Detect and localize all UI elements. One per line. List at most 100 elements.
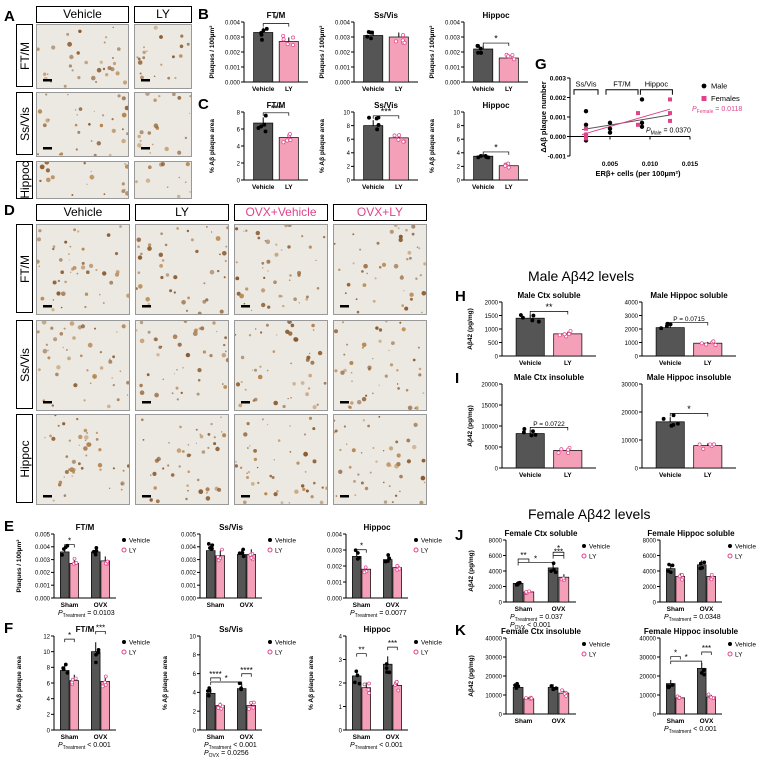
plaque-dot	[348, 465, 352, 469]
plaque-dot	[282, 404, 286, 409]
data-point	[401, 33, 405, 38]
data-point	[393, 39, 398, 44]
data-point	[72, 556, 77, 561]
y-tick-label: 30000	[485, 655, 502, 661]
data-point	[239, 687, 244, 692]
plaque-dot	[246, 476, 249, 479]
plaque-dot	[51, 308, 55, 312]
y-tick-label: 0.001	[35, 584, 51, 590]
y-tick-label: 0.004	[445, 20, 461, 26]
plaque-dot	[88, 123, 91, 126]
plaque-dot	[372, 392, 374, 395]
plaque-dot	[289, 425, 291, 427]
plaque-dot	[235, 464, 238, 468]
data-point	[476, 50, 481, 55]
data-point	[281, 33, 286, 38]
x-tick-label: Vehicle	[659, 360, 682, 367]
plaque-dot	[289, 274, 292, 277]
data-point	[287, 132, 292, 136]
plaque-dot	[361, 342, 367, 348]
plaque-dot	[409, 292, 414, 297]
legend-label-female: Females	[711, 94, 740, 103]
d-micrograph-1-2	[135, 224, 229, 315]
bar-vehicle-ovx	[383, 663, 393, 731]
scale-bar	[241, 305, 250, 308]
plaque-dot	[399, 474, 403, 479]
plaque-dot	[339, 448, 342, 452]
female-point	[668, 118, 672, 123]
plaque-dot	[219, 309, 224, 314]
plaque-dot	[121, 96, 126, 101]
plaque-dot	[112, 57, 114, 59]
plaque-dot	[86, 369, 89, 372]
plaque-dot	[63, 327, 66, 330]
y-tick-label: 0	[47, 728, 51, 734]
y-tick-label: 0	[193, 728, 197, 734]
chart-k-ctx: Female Ctx insoluble Aβ42 (pg/mg) 0 10000 20…	[466, 626, 620, 741]
x-tick-label: OVX	[552, 718, 566, 725]
bar-vehicle-ovx	[91, 651, 101, 731]
legend-marker-vehicle	[414, 640, 418, 644]
y-tick-label: 0.002	[335, 50, 351, 56]
y-tick-label: 0.001	[550, 114, 567, 121]
region-bracket	[573, 89, 599, 95]
plaque-dot	[152, 471, 157, 476]
panel-label-e: E	[4, 518, 15, 535]
plaque-dot	[243, 432, 248, 437]
plaque-dot	[177, 150, 182, 155]
plaque-dot	[359, 248, 362, 251]
plaque-dot	[122, 469, 125, 472]
plaque-dot	[187, 296, 190, 300]
sig-label: ***	[702, 644, 711, 653]
plaque-dot	[72, 266, 77, 270]
chart-title: Female Ctx insoluble	[501, 627, 582, 636]
plaque-dot	[108, 487, 111, 489]
plaque-dot	[207, 433, 211, 436]
chart-title: Ss/Vis	[219, 625, 243, 634]
x-tick-label: Vehicle	[472, 184, 495, 191]
plaque-dot	[148, 165, 152, 169]
plaque-dot	[288, 502, 291, 504]
d-micrograph-3-4	[333, 414, 427, 505]
data-point	[670, 563, 675, 568]
d-row-label-ftm: FT/M	[16, 224, 33, 313]
data-point	[285, 138, 289, 143]
data-point	[288, 138, 293, 142]
plaque-dot	[59, 152, 64, 156]
plaque-dot	[421, 311, 423, 314]
male-point	[583, 122, 589, 127]
plaque-dot	[92, 374, 97, 379]
y-tick-label: 4000	[489, 569, 503, 575]
panel-label-c: C	[198, 96, 209, 113]
x-tick-label: 0.015	[682, 161, 699, 168]
x-tick-label: Sham	[667, 718, 685, 725]
plaque-dot	[298, 302, 300, 304]
y-tick-label: 2	[193, 710, 197, 716]
plaque-dot	[71, 475, 74, 478]
plaque-dot	[300, 381, 305, 385]
plaque-dot	[91, 75, 96, 81]
y-tick-label: 30000	[621, 382, 638, 388]
plaque-dot	[271, 476, 275, 479]
plaque-dot	[121, 182, 125, 186]
plaque-dot	[37, 330, 40, 334]
plaque-dot	[193, 329, 195, 332]
sig-bracket	[482, 42, 510, 47]
bar-vehicle-sham	[352, 556, 362, 599]
a-micrograph-vehicle-ftm	[36, 24, 129, 89]
bar-vehicle	[473, 48, 494, 83]
plaque-dot	[203, 282, 206, 285]
data-point	[664, 324, 669, 329]
plaque-dot	[95, 438, 99, 441]
female-fit-line	[581, 108, 671, 136]
plaque-dot	[119, 370, 122, 373]
plaque-dot	[305, 297, 309, 301]
sig-bracket	[387, 646, 398, 651]
a-col-header-vehicle: Vehicle	[36, 6, 129, 23]
plaque-dot	[397, 387, 400, 390]
plaque-dot	[366, 272, 368, 275]
scale-bar	[43, 147, 52, 150]
scale-bar	[241, 495, 250, 498]
a-micrograph-vehicle-hippoc	[36, 161, 129, 199]
y-tick-label: 0.004	[181, 545, 197, 551]
